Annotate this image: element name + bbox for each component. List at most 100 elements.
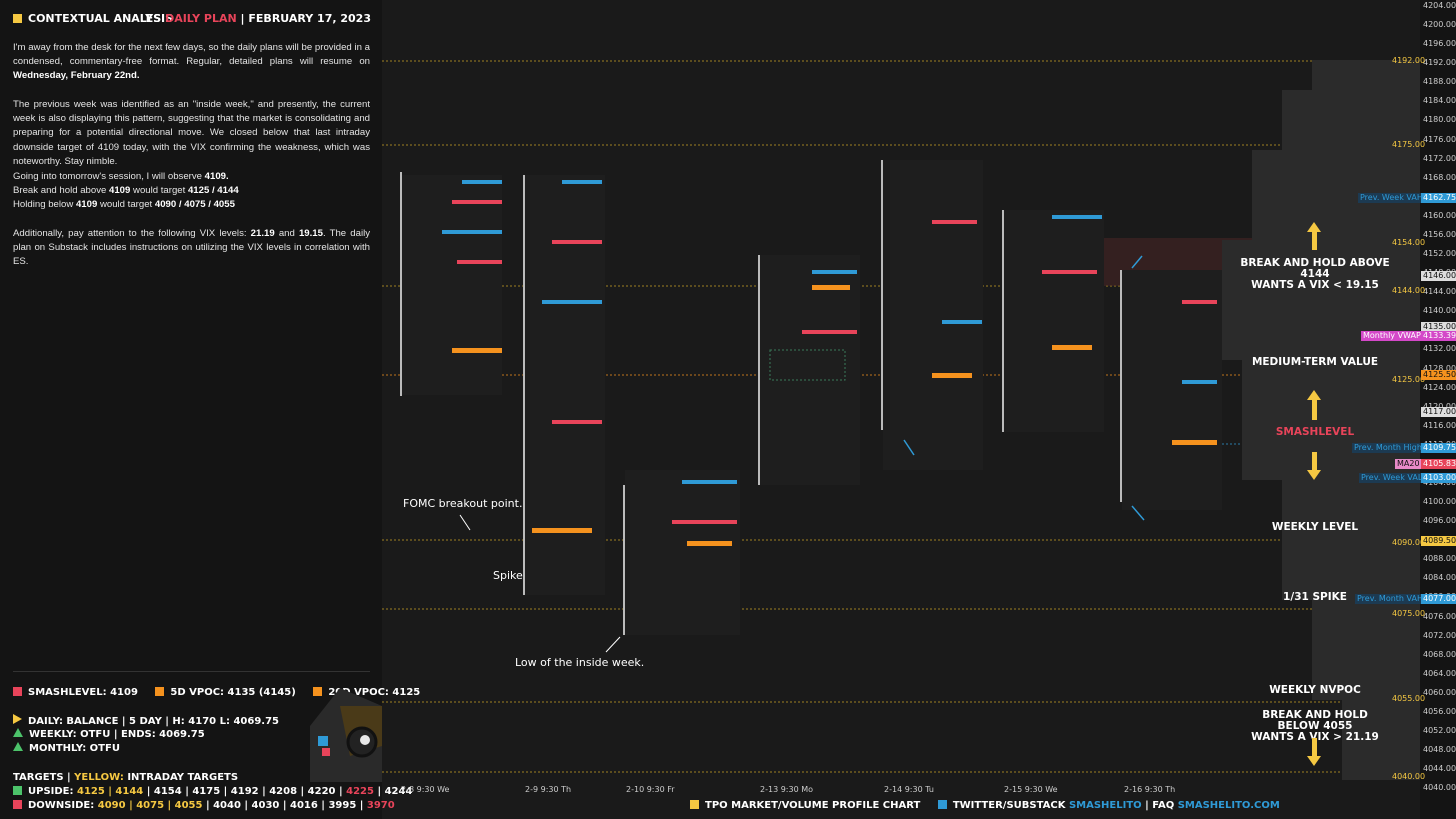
axis-tick: 4084.00 (1423, 573, 1456, 583)
axis-tick: 4152.00 (1423, 249, 1456, 259)
vpoc5-square-icon (155, 687, 165, 696)
fomc-arrow (459, 514, 471, 531)
level-4089-tag: 4089.50 (1421, 536, 1456, 546)
axis-tick: 4064.00 (1423, 668, 1456, 678)
divider (13, 671, 370, 672)
level-4075: 4075.00 (1392, 609, 1426, 618)
axis-tick: 4200.00 (1423, 20, 1456, 30)
monthly-vwap-tag: Monthly VWAP (1361, 331, 1423, 341)
vpoc5-value: 5D VPOC: 4135 (4145) (170, 687, 296, 698)
axis-tick: 4100.00 (1423, 497, 1456, 507)
downside-square-icon (13, 800, 22, 809)
tpo-profiles (400, 160, 1222, 635)
volume-profile (1222, 60, 1420, 780)
axis-tick: 4180.00 (1423, 115, 1456, 125)
axis-tick: 4128.00 (1423, 363, 1456, 373)
break-above-note: BREAK AND HOLD ABOVE 4144 WANTS A VIX < 1… (1240, 257, 1390, 291)
axis-tick: 4140.00 (1423, 306, 1456, 316)
twitter-handle-link[interactable]: SMASHELITO (1068, 800, 1142, 811)
prev-month-vah-value: 4077.00 (1421, 594, 1456, 604)
spike-note: Spike (493, 569, 523, 582)
x-label-1: 2-8 9:30 We (401, 785, 450, 794)
level-4125: 4125.00 (1392, 375, 1426, 384)
break-below-note: BREAK AND HOLD BELOW 4055 WANTS A VIX > 2… (1251, 709, 1379, 743)
x-label-3: 2-10 9:30 Fr (626, 785, 675, 794)
axis-tick: 4168.00 (1423, 172, 1456, 182)
footer-tpo: TPO MARKET/VOLUME PROFILE CHART (705, 800, 921, 811)
header-symbol: ES (145, 12, 162, 25)
weekly-triangle-icon (13, 728, 23, 737)
paragraph-4: Additionally, pay attention to the follo… (13, 228, 370, 268)
footer: TPO MARKET/VOLUME PROFILE CHART TWITTER/… (690, 800, 1280, 811)
left-panel: CONTEXTUAL ANALYSIS ES DAILY PLAN | FEBR… (0, 0, 420, 819)
down-arrow-shaft-1 (1312, 452, 1317, 470)
mascot-logo (310, 688, 382, 782)
axis-tick: 4184.00 (1423, 96, 1456, 106)
profile-bars (442, 180, 1217, 546)
prev-week-val-value: 4103.00 (1421, 473, 1456, 483)
smashlevel-value: SMASHLEVEL: 4109 (28, 687, 138, 698)
gap-box (769, 349, 846, 381)
axis-tick: 4124.00 (1423, 382, 1456, 392)
status-weekly: WEEKLY: OTFU | ENDS: 4069.75 (13, 728, 205, 742)
fomc-note: FOMC breakout point. (403, 497, 523, 510)
axis-tick: 4156.00 (1423, 229, 1456, 239)
spike-label: 1/31 SPIKE (1283, 591, 1347, 603)
axis-tick: 4120.00 (1423, 402, 1456, 411)
current-price-tag: 4146.00 (1421, 271, 1456, 281)
axis-tick: 4048.00 (1423, 745, 1456, 755)
axis-tick: 4188.00 (1423, 77, 1456, 87)
level-4040: 4040.00 (1392, 772, 1426, 781)
daily-triangle-icon (13, 714, 22, 724)
targets-title: TARGETS | YELLOW: INTRADAY TARGETS (13, 772, 239, 783)
cyan-arrow-1 (903, 439, 915, 456)
axis-tick: 4160.00 (1423, 210, 1456, 220)
header-divider: | (240, 12, 245, 25)
ma20-value: 4105.83 (1421, 459, 1456, 469)
vpoc20-square-icon (313, 687, 323, 696)
axis-tick: 4068.00 (1423, 649, 1456, 659)
sma-tag: 4135.00 (1421, 322, 1456, 332)
x-label-6: 2-15 9:30 We (1004, 785, 1058, 794)
level-4055: 4055.00 (1392, 694, 1426, 703)
axis-tick: 4172.00 (1423, 153, 1456, 163)
monthly-vwap-value: 4133.39 (1421, 331, 1456, 341)
x-label-7: 2-16 9:30 Th (1124, 785, 1176, 794)
smashlevel-label: SMASHLEVEL (1275, 426, 1355, 438)
axis-tick: 4144.00 (1423, 287, 1456, 297)
last-price-tag: 4117.00 (1421, 407, 1456, 417)
weekly-level-label: WEEKLY LEVEL (1271, 521, 1359, 533)
header-plan: DAILY PLAN (165, 12, 237, 25)
axis-tick: 4052.00 (1423, 726, 1456, 736)
prev-month-vah-tag: Prev. Month VAH (1355, 594, 1425, 604)
axis-tick: 4116.00 (1423, 420, 1456, 430)
level-4192: 4192.00 (1392, 56, 1426, 65)
website-link[interactable]: SMASHELITO.COM (1177, 800, 1280, 811)
header-right: ES DAILY PLAN | FEBRUARY 17, 2023 (146, 12, 371, 25)
footer-square-icon-2 (937, 800, 947, 809)
cyan-arrow-2 (1131, 255, 1143, 269)
levels-row: SMASHLEVEL: 4109 5D VPOC: 4135 (4145) 20… (13, 686, 420, 700)
prev-week-vah-tag: Prev. Week VAH (1358, 193, 1425, 203)
axis-tick: 4040.00 (1423, 783, 1456, 793)
up-arrow-icon-1 (1307, 222, 1321, 232)
paragraph-1: I'm away from the desk for the next few … (13, 42, 370, 82)
low-arrow (605, 636, 621, 653)
up-arrow-shaft-1 (1312, 232, 1317, 250)
ma20-tag: MA20 (1395, 459, 1422, 469)
upside-square-icon (13, 786, 22, 795)
x-label-4: 2-13 9:30 Mo (760, 785, 814, 794)
level-4090: 4090.00 (1392, 538, 1426, 547)
up-arrow-icon-2 (1307, 390, 1321, 400)
axis-tick: 4096.00 (1423, 516, 1456, 526)
header-date: FEBRUARY 17, 2023 (248, 12, 371, 25)
vpoc20-value: 20D VPOC: 4125 (328, 687, 421, 698)
paragraph-3: Going into tomorrow's session, I will ob… (13, 171, 239, 211)
targets-downside: DOWNSIDE: 4090 | 4075 | 4055 | 4040 | 40… (13, 799, 395, 813)
axis-tick: 4044.00 (1423, 764, 1456, 774)
paragraph-2: The previous week was identified as an "… (13, 99, 370, 167)
prev-month-high-value: 4109.75 (1421, 443, 1456, 453)
prev-week-val-tag: Prev. Week VAL (1359, 473, 1425, 483)
axis-tick: 4204.00 (1423, 1, 1456, 10)
prev-week-vah-value: 4162.75 (1421, 193, 1456, 203)
